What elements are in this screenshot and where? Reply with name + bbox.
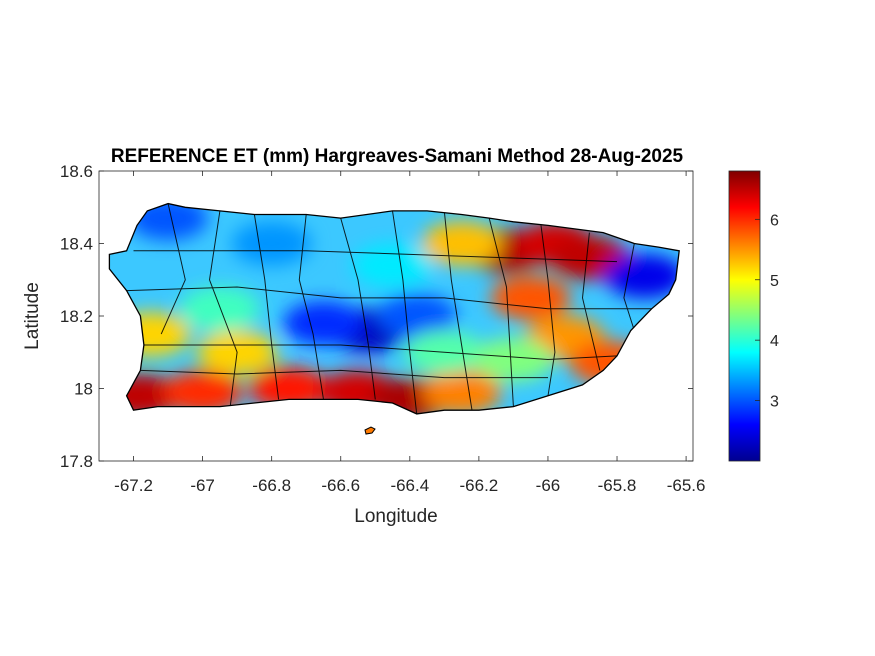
x-axis-label: Longitude (354, 506, 437, 527)
colorbar-tick-label: 4 (770, 333, 779, 350)
municipality-border (126, 286, 652, 310)
x-tick-label: -66.2 (460, 476, 499, 495)
municipality-border (208, 210, 238, 407)
municipality-border (140, 344, 618, 361)
et-value-region (179, 286, 260, 331)
y-axis-label: Latitude (22, 282, 43, 350)
municipality-border (298, 214, 324, 400)
x-tick-label: -66.6 (321, 476, 360, 495)
y-tick-label: 18 (74, 380, 93, 399)
et-value-region (162, 370, 243, 414)
x-tick-label: -65.6 (667, 476, 706, 495)
x-axis: -67.2 -67 -66.8 -66.6 -66.4 -66.2 -66 -65.8 -65.… (114, 171, 705, 495)
et-value-region (604, 254, 680, 299)
island-map (108, 202, 680, 435)
municipality-border (392, 210, 418, 414)
x-tick-label: -66 (536, 476, 561, 495)
y-tick-label: 18.2 (60, 307, 93, 326)
municipality-border (540, 225, 556, 396)
et-value-region (352, 243, 433, 288)
colorbar: 3 4 5 6 (728, 170, 779, 462)
y-tick-label: 17.8 (60, 452, 93, 471)
caja-de-muertos-islet (364, 426, 376, 435)
colorbar-gradient (728, 170, 761, 462)
municipality-borders (126, 203, 652, 414)
municipality-border (488, 217, 514, 407)
et-value-region (421, 370, 502, 414)
et-value-region (283, 301, 364, 346)
municipality-border (623, 243, 635, 331)
colorbar-tick-label: 6 (770, 212, 779, 229)
x-tick-label: -66.4 (390, 476, 429, 495)
colorbar-tick-label: 3 (770, 394, 779, 411)
municipality-border (140, 369, 548, 379)
island-outline (108, 202, 680, 415)
et-value-region (376, 294, 457, 338)
x-tick-label: -67 (190, 476, 215, 495)
municipality-border (160, 203, 186, 335)
municipality-border (581, 232, 601, 371)
y-axis: 18.6 18.4 18.2 18 17.8 (60, 162, 693, 471)
et-value-region (473, 337, 554, 382)
et-value-region (231, 221, 312, 266)
colorbar-tick-label: 5 (770, 273, 779, 290)
et-value-region (421, 221, 502, 266)
x-tick-label: -65.8 (598, 476, 637, 495)
x-tick-label: -66.8 (252, 476, 291, 495)
y-tick-label: 18.6 (60, 162, 93, 181)
et-value-region (490, 275, 571, 320)
municipality-border (133, 250, 618, 263)
y-tick-label: 18.4 (60, 235, 93, 254)
x-tick-label: -67.2 (114, 476, 153, 495)
chart-title: REFERENCE ET (mm) Hargreaves-Samani Meth… (111, 146, 684, 167)
